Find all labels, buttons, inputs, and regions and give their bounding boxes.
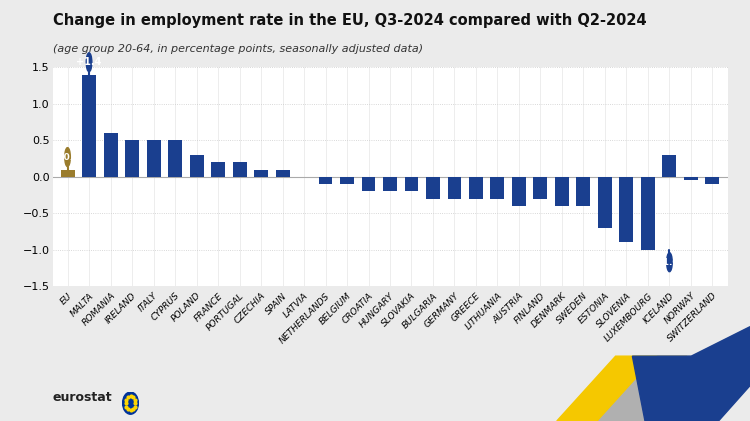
Text: Change in employment rate in the EU, Q3-2024 compared with Q2-2024: Change in employment rate in the EU, Q3-…	[53, 13, 646, 28]
Bar	[211, 162, 225, 177]
Bar	[232, 162, 247, 177]
Bar	[555, 177, 569, 206]
Bar	[190, 155, 203, 177]
Bar	[533, 177, 548, 199]
Text: +0.1: +0.1	[56, 153, 80, 162]
Bar	[490, 177, 505, 199]
Bar	[319, 177, 332, 184]
Bar	[362, 177, 376, 192]
Bar	[641, 177, 655, 250]
Bar	[61, 170, 74, 177]
Text: eurostat: eurostat	[53, 391, 112, 404]
Polygon shape	[598, 356, 716, 421]
Text: +1.4: +1.4	[76, 57, 102, 67]
Circle shape	[122, 392, 139, 414]
Bar	[512, 177, 526, 206]
Bar	[598, 177, 612, 228]
Bar	[104, 133, 118, 177]
Bar	[426, 177, 440, 199]
Circle shape	[86, 53, 92, 72]
Bar	[448, 177, 461, 199]
Bar	[275, 170, 290, 177]
Bar	[254, 170, 268, 177]
Polygon shape	[556, 356, 687, 421]
Bar	[82, 75, 96, 177]
Circle shape	[64, 148, 70, 167]
Text: (age group 20-64, in percentage points, seasonally adjusted data): (age group 20-64, in percentage points, …	[53, 44, 423, 54]
Bar	[662, 155, 676, 177]
Bar	[146, 140, 160, 177]
Bar	[684, 177, 698, 181]
Bar	[469, 177, 483, 199]
Bar	[620, 177, 634, 242]
Bar	[404, 177, 418, 192]
Polygon shape	[632, 327, 750, 421]
Text: -1.0: -1.0	[660, 258, 680, 266]
Bar	[383, 177, 397, 192]
Bar	[168, 140, 182, 177]
Bar	[340, 177, 354, 184]
Bar	[125, 140, 139, 177]
Bar	[706, 177, 719, 184]
Circle shape	[667, 253, 672, 272]
Bar	[577, 177, 590, 206]
